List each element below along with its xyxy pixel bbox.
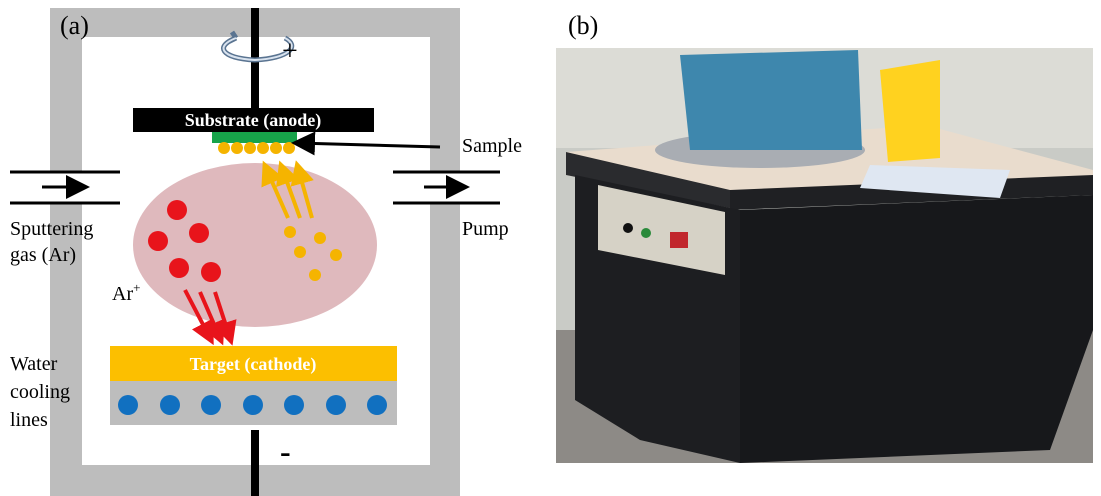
ion-label: Ar+ — [112, 280, 140, 305]
photo-blue-lid — [680, 50, 862, 150]
photo-button — [641, 228, 651, 238]
sample-label: Sample — [462, 135, 522, 157]
substrate-label: Substrate (anode) — [185, 110, 322, 131]
target-label: Target (cathode) — [190, 354, 317, 375]
photo-yellow-bin — [880, 60, 940, 162]
photo-knob — [623, 223, 633, 233]
photo-cabinet-side — [740, 195, 1093, 463]
page: {"panel_a": {"label": "(a)", "anode_sign… — [0, 0, 1101, 496]
gas-label: Sputtering — [10, 218, 93, 240]
cathode-sign: - — [280, 433, 291, 469]
figure: + - (a) Substrate (anode) Sample Ar+ Tar… — [0, 0, 1101, 496]
ion-charge: + — [133, 280, 140, 295]
panel-a: + - (a) Substrate (anode) Sample Ar+ Tar… — [10, 8, 522, 496]
ion-text: Ar — [112, 283, 133, 305]
plasma — [133, 163, 377, 327]
sample-pointer — [297, 143, 440, 147]
gas-label: gas (Ar) — [10, 244, 76, 266]
cooling-label: lines — [10, 409, 48, 431]
panel-label: (b) — [568, 11, 598, 40]
photo-switch — [670, 232, 688, 248]
deposited-atoms — [218, 142, 295, 154]
sample — [212, 132, 297, 143]
anode-sign: + — [282, 36, 298, 67]
cooling-label: Water — [10, 353, 58, 375]
panel-label: (a) — [60, 11, 89, 40]
cooling-label: cooling — [10, 381, 70, 403]
panel-b: (b) — [556, 11, 1093, 463]
pump-label: Pump — [462, 218, 509, 240]
